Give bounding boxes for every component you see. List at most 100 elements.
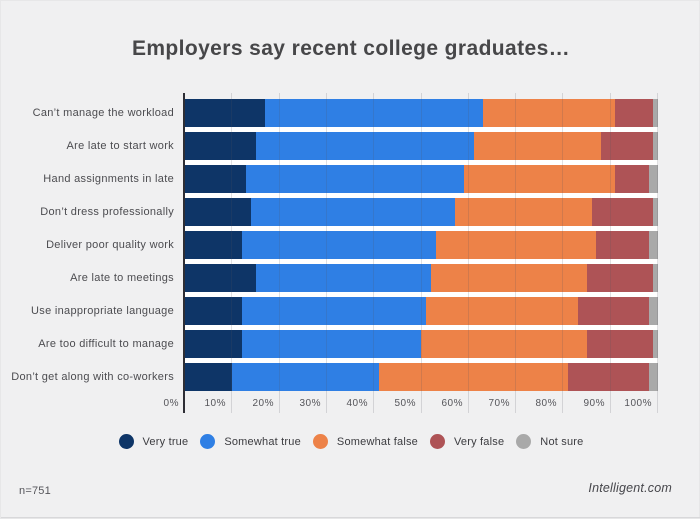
bar-segment-very-true <box>185 231 242 259</box>
gridline <box>326 93 327 413</box>
bar-segment-somewhat-true <box>241 231 436 259</box>
category-label: Don’t get along with co-workers <box>11 371 174 383</box>
legend-swatch-icon <box>312 434 328 449</box>
bar-segment-very-true <box>185 165 247 193</box>
bar-row <box>185 165 658 193</box>
x-tick-label: 60% <box>441 398 463 409</box>
bar-segment-not-sure <box>648 231 658 259</box>
legend-label: Somewhat true <box>224 435 301 448</box>
category-label: Use inappropriate language <box>31 305 174 317</box>
legend-swatch-icon <box>200 434 216 449</box>
bar-row <box>185 297 658 325</box>
legend: Very true Somewhat true Somewhat false Very… <box>1 434 700 449</box>
bar-segment-somewhat-true <box>241 297 427 325</box>
bar-segment-very-false <box>568 363 649 391</box>
x-tick-label: 50% <box>394 398 416 409</box>
bar-segment-somewhat-false <box>473 132 602 160</box>
bar-segment-very-true <box>185 363 233 391</box>
category-label: Don’t dress professionally <box>40 206 174 218</box>
plot-area <box>185 99 658 391</box>
bottom-divider <box>1 517 700 518</box>
bar-row <box>185 132 658 160</box>
bar-row <box>185 198 658 226</box>
x-tick-label: 0% <box>163 398 179 409</box>
bar-segment-very-true <box>185 132 256 160</box>
bar-segment-very-true <box>185 297 242 325</box>
bar-segment-somewhat-false <box>454 198 592 226</box>
bar-segment-not-sure <box>653 198 658 226</box>
x-tick-label: 100% <box>624 398 652 409</box>
bar-segment-somewhat-true <box>265 99 483 127</box>
bar-row <box>185 231 658 259</box>
bar-segment-not-sure <box>653 264 658 292</box>
category-label: Deliver poor quality work <box>46 239 174 251</box>
bar-row <box>185 99 658 127</box>
legend-label: Very false <box>453 435 505 448</box>
bar-segment-very-false <box>587 330 654 358</box>
category-label: Hand assignments in late <box>43 173 174 185</box>
bar-segment-not-sure <box>648 363 658 391</box>
legend-item-very-false: Very false <box>429 434 505 449</box>
category-label: Can’t manage the workload <box>32 107 174 119</box>
bar-segment-very-true <box>185 198 252 226</box>
bar-segment-somewhat-true <box>246 165 465 193</box>
bar-segment-somewhat-true <box>232 363 379 391</box>
category-label: Are too difficult to manage <box>38 338 174 350</box>
bar-segment-somewhat-false <box>421 330 588 358</box>
legend-label: Somewhat false <box>336 435 418 448</box>
bar-segment-very-true <box>185 99 266 127</box>
bar-segment-somewhat-false <box>435 231 597 259</box>
bar-segment-somewhat-true <box>255 132 474 160</box>
bar-row <box>185 264 658 292</box>
x-tick-label: 40% <box>346 398 368 409</box>
bar-segment-very-false <box>601 132 654 160</box>
bar-segment-very-true <box>185 264 256 292</box>
legend-swatch-icon <box>516 434 532 449</box>
gridline <box>373 93 374 413</box>
bar-segment-very-false <box>615 165 649 193</box>
bar-segment-somewhat-true <box>251 198 455 226</box>
bar-segment-not-sure <box>648 297 658 325</box>
bar-segment-very-false <box>596 231 649 259</box>
x-tick-label: 80% <box>535 398 557 409</box>
x-tick-label: 30% <box>299 398 321 409</box>
bar-segment-not-sure <box>648 165 658 193</box>
bar-row <box>185 363 658 391</box>
bar-segment-somewhat-false <box>464 165 616 193</box>
bar-segment-somewhat-true <box>255 264 431 292</box>
bar-segment-somewhat-false <box>482 99 616 127</box>
bar-segment-very-false <box>587 264 654 292</box>
legend-label: Not sure <box>540 435 584 448</box>
legend-item-somewhat-false: Somewhat false <box>312 434 418 449</box>
legend-item-not-sure: Not sure <box>516 434 583 449</box>
gridline <box>515 93 516 413</box>
bar-segment-very-false <box>577 297 649 325</box>
bar-segment-somewhat-false <box>426 297 578 325</box>
x-tick-label: 10% <box>204 398 226 409</box>
page-title: Employers say recent college graduates… <box>131 37 571 60</box>
bar-segment-not-sure <box>653 330 658 358</box>
bar-segment-not-sure <box>653 99 658 127</box>
legend-item-somewhat-true: Somewhat true <box>200 434 301 449</box>
bar-segment-somewhat-false <box>430 264 588 292</box>
bar-row <box>185 330 658 358</box>
gridline <box>279 93 280 413</box>
gridline <box>468 93 469 413</box>
x-tick-label: 20% <box>252 398 274 409</box>
sample-size-label: n=751 <box>19 485 51 497</box>
gridline <box>421 93 422 413</box>
x-tick-label: 70% <box>488 398 510 409</box>
gridline <box>657 93 658 413</box>
legend-item-very-true: Very true <box>118 434 189 449</box>
bar-segment-not-sure <box>653 132 658 160</box>
gridline <box>562 93 563 413</box>
bar-segment-somewhat-false <box>378 363 569 391</box>
bar-segment-very-false <box>615 99 654 127</box>
bar-segment-somewhat-true <box>241 330 422 358</box>
category-label: Are late to start work <box>66 140 174 152</box>
gridline <box>610 93 611 413</box>
bar-segment-very-false <box>591 198 654 226</box>
legend-swatch-icon <box>429 434 445 449</box>
bar-segment-very-true <box>185 330 242 358</box>
x-tick-label: 90% <box>583 398 605 409</box>
